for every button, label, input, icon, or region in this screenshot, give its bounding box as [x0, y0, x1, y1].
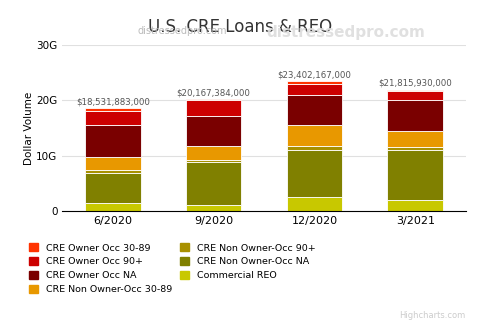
- Bar: [186, 160, 241, 162]
- Text: $20,167,384,000: $20,167,384,000: [177, 88, 251, 97]
- Bar: [387, 131, 443, 148]
- Bar: [85, 204, 141, 211]
- Bar: [387, 148, 443, 150]
- Bar: [186, 146, 241, 160]
- Bar: [186, 162, 241, 204]
- Bar: [85, 173, 141, 204]
- Bar: [287, 146, 342, 150]
- Bar: [85, 108, 141, 111]
- Bar: [387, 90, 443, 92]
- Bar: [186, 116, 241, 146]
- Bar: [387, 100, 443, 131]
- Text: Highcharts.com: Highcharts.com: [399, 311, 466, 320]
- Bar: [387, 150, 443, 200]
- Bar: [387, 92, 443, 100]
- Bar: [186, 99, 241, 100]
- Bar: [85, 125, 141, 157]
- Bar: [287, 81, 342, 84]
- Bar: [287, 95, 342, 125]
- Legend: CRE Owner Occ 30-89, CRE Owner Occ 90+, CRE Owner Occ NA, CRE Non Owner-Occ 30-8: CRE Owner Occ 30-89, CRE Owner Occ 90+, …: [29, 244, 315, 294]
- Bar: [287, 84, 342, 95]
- Y-axis label: Dollar Volume: Dollar Volume: [24, 92, 34, 164]
- Bar: [85, 170, 141, 173]
- Bar: [387, 200, 443, 211]
- Text: $21,815,930,000: $21,815,930,000: [378, 79, 452, 88]
- Bar: [85, 111, 141, 125]
- Text: $18,531,883,000: $18,531,883,000: [76, 97, 150, 106]
- Text: U.S. CRE Loans & REO: U.S. CRE Loans & REO: [148, 18, 332, 36]
- Bar: [287, 197, 342, 211]
- Bar: [287, 125, 342, 146]
- Bar: [287, 150, 342, 197]
- Bar: [85, 157, 141, 170]
- Text: $23,402,167,000: $23,402,167,000: [277, 70, 351, 79]
- Bar: [186, 100, 241, 116]
- Text: distressedpro.com: distressedpro.com: [138, 26, 227, 36]
- Text: distressedpro.com: distressedpro.com: [266, 25, 425, 40]
- Bar: [186, 204, 241, 211]
